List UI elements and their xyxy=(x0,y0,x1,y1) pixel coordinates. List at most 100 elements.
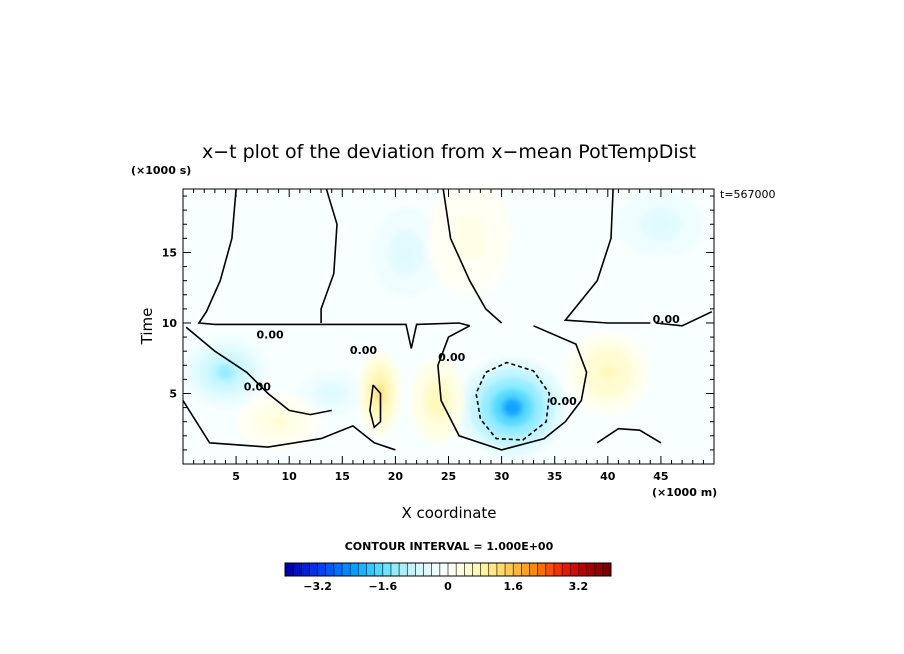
colorbar-cell-29 xyxy=(521,563,530,576)
zero-contour-column-b xyxy=(442,189,503,324)
colorbar-label-0: −3.2 xyxy=(303,580,332,593)
contour-label-5: 0.00 xyxy=(653,313,680,326)
colorbar-frame xyxy=(284,562,612,577)
colorbar-cell-0 xyxy=(285,563,294,576)
colorbar-label-2: 0 xyxy=(444,580,452,593)
colorbar-cell-18 xyxy=(431,563,441,576)
warm-anomaly-2-level-4 xyxy=(461,227,479,250)
minus-one-contour-cold-cell xyxy=(475,361,551,441)
colorbar-cell-14 xyxy=(399,563,408,576)
colorbar-cell-2 xyxy=(301,563,310,576)
y-tick-label-2: 15 xyxy=(162,246,177,259)
y-tick-label-1: 10 xyxy=(162,317,178,330)
colorbar-cell-32 xyxy=(545,563,555,576)
colorbar-cell-1 xyxy=(293,563,302,576)
contour-interval-text: CONTOUR INTERVAL = 1.000E+00 xyxy=(345,540,554,553)
zero-contour-column-a xyxy=(320,189,338,323)
x-tick-label-7: 40 xyxy=(600,470,616,483)
colorbar-cell-37 xyxy=(586,563,595,576)
zero-contour-upper-left xyxy=(197,189,470,349)
zero-contour-cold-cell xyxy=(437,325,588,451)
warm-anomaly-7-level-4 xyxy=(270,416,288,428)
colorbar-cell-9 xyxy=(358,563,367,576)
x-tick-label-0: 5 xyxy=(232,470,240,483)
x-units-label: (×1000 m) xyxy=(652,486,717,499)
colorbar-cell-34 xyxy=(562,563,571,576)
x-tick-label-5: 30 xyxy=(494,470,510,483)
colorbar-cell-31 xyxy=(537,563,547,576)
zero-contour-lower-right xyxy=(596,427,662,444)
colorbar-cell-20 xyxy=(448,563,457,576)
colorbar-cell-5 xyxy=(325,563,335,576)
contour-labels: 0.00 0.00 0.00 0.00 0.00 0.00 xyxy=(244,313,680,408)
colorbar-cell-13 xyxy=(390,563,400,576)
colorbar-cell-30 xyxy=(529,563,538,576)
contour-warm-loop xyxy=(369,384,382,429)
cold-anomaly-5-level-4 xyxy=(217,365,234,380)
colorbar xyxy=(284,562,612,577)
x-axis-ticks: 5 10 15 20 25 30 35 40 45 xyxy=(193,189,704,483)
x-tick-label-3: 20 xyxy=(388,470,404,483)
zero-contour-diagonal xyxy=(185,326,332,416)
colorbar-cell-15 xyxy=(407,563,416,576)
cold-anomaly-0-level-4 xyxy=(501,397,523,418)
x-tick-label-8: 45 xyxy=(653,470,668,483)
zero-contour-right xyxy=(655,310,713,327)
field-blobs xyxy=(183,189,714,457)
colorbar-cell-17 xyxy=(423,563,432,576)
cold-anomaly-3-level-4 xyxy=(650,215,672,233)
colorbar-cell-4 xyxy=(317,563,327,576)
x-tick-label-6: 35 xyxy=(547,470,562,483)
colorbar-cell-38 xyxy=(594,563,604,576)
color-field xyxy=(183,189,714,457)
colorbar-cell-7 xyxy=(342,563,351,576)
plot-area: 0.00 0.00 0.00 0.00 0.00 0.00 5 10 15 20 25 30 35 40… xyxy=(162,188,715,483)
colorbar-cell-35 xyxy=(570,563,579,576)
colorbar-cell-24 xyxy=(480,563,490,576)
colorbar-cell-12 xyxy=(382,563,392,576)
colorbar-label-1: −1.6 xyxy=(368,580,397,593)
x-tick-label-4: 25 xyxy=(441,470,456,483)
colorbar-cell-39 xyxy=(602,563,612,576)
colorbar-cell-10 xyxy=(366,563,375,576)
y-axis-ticks: 5 10 15 xyxy=(162,195,714,451)
x-axis-label: X coordinate xyxy=(401,504,496,522)
colorbar-cell-6 xyxy=(333,563,343,576)
colorbar-labels: −3.2 −1.6 0 1.6 3.2 xyxy=(303,580,588,593)
colorbar-cell-21 xyxy=(456,563,465,576)
time-stamp: t=567000 xyxy=(720,188,776,201)
warm-anomaly-4-level-4 xyxy=(599,363,617,381)
zero-contour-column-c xyxy=(563,189,651,324)
colorbar-cell-22 xyxy=(464,563,473,576)
colorbar-cell-27 xyxy=(505,563,514,576)
contour-label-0: 0.00 xyxy=(257,329,284,342)
colorbar-cell-23 xyxy=(472,563,481,576)
x-tick-label-1: 10 xyxy=(282,470,298,483)
y-units-label: (×1000 s) xyxy=(131,164,191,177)
colorbar-cell-25 xyxy=(488,563,498,576)
colorbar-cell-16 xyxy=(415,563,424,576)
colorbar-cell-11 xyxy=(374,563,384,576)
contour-label-2: 0.00 xyxy=(350,344,377,357)
contour-label-1: 0.00 xyxy=(244,381,271,394)
zero-contour-lower xyxy=(183,400,396,451)
contour-label-3: 0.00 xyxy=(438,351,465,364)
y-tick-label-0: 5 xyxy=(169,387,177,400)
colorbar-cell-36 xyxy=(578,563,587,576)
colorbar-cell-28 xyxy=(513,563,522,576)
colorbar-label-4: 3.2 xyxy=(569,580,589,593)
cold-anomaly-1-level-4 xyxy=(397,241,415,264)
chart-title: x−t plot of the deviation from x−mean Po… xyxy=(202,141,696,163)
colorbar-cell-8 xyxy=(350,563,359,576)
colorbar-label-3: 1.6 xyxy=(503,580,523,593)
contour-lines xyxy=(183,189,713,451)
colorbar-cell-33 xyxy=(553,563,563,576)
cold-anomaly-6-level-4 xyxy=(323,387,341,400)
colorbar-cell-26 xyxy=(496,563,506,576)
x-tick-label-2: 15 xyxy=(335,470,350,483)
colorbar-cell-3 xyxy=(309,563,318,576)
contour-label-4: 0.00 xyxy=(550,395,577,408)
colorbar-cell-19 xyxy=(439,563,449,576)
y-axis-label: Time xyxy=(138,308,156,346)
